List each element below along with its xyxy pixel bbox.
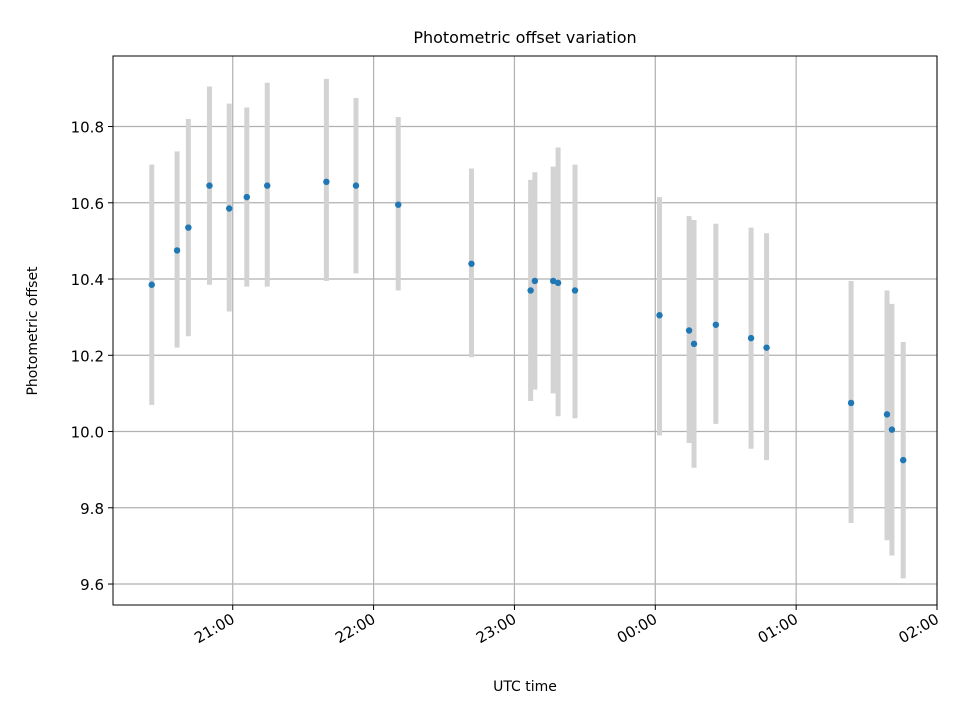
data-point: [173, 247, 181, 254]
error-bars: [149, 78, 906, 579]
data-point: [264, 182, 271, 189]
data-point: [656, 312, 663, 319]
data-point: [888, 426, 896, 433]
x-tick-label: 23:00: [473, 610, 519, 647]
data-point: [148, 281, 155, 288]
x-tick-label: 02:00: [896, 610, 942, 647]
axis-ticks: 9.6 9.8 10.0 10.2 10.4 10.6 10.8 21:00 22:00 23:0…: [71, 119, 942, 648]
x-axis-label: UTC time: [493, 679, 557, 695]
y-tick-label: 10.2: [71, 347, 104, 365]
data-point: [883, 411, 891, 418]
y-tick-label: 10.4: [71, 271, 104, 289]
x-tick-label: 21:00: [191, 610, 237, 647]
y-tick-label: 10.6: [71, 195, 104, 213]
data-point: [690, 340, 698, 348]
chart-title: Photometric offset variation: [413, 28, 636, 47]
x-tick-label: 22:00: [332, 610, 378, 647]
y-tick-label: 9.6: [80, 576, 104, 594]
data-point: [747, 334, 755, 342]
data-point: [685, 327, 693, 334]
data-point: [243, 193, 251, 201]
data-point: [571, 287, 579, 294]
data-point: [206, 182, 213, 189]
data-point: [549, 277, 557, 285]
data-point: [763, 344, 770, 351]
grid-lines: [113, 56, 938, 605]
data-point: [185, 224, 192, 231]
y-axis-label: Photometric offset: [25, 266, 41, 396]
data-point: [712, 321, 720, 328]
data-point: [323, 178, 330, 186]
y-tick-label: 9.8: [80, 500, 104, 518]
data-point: [554, 279, 562, 287]
x-tick-label: 00:00: [614, 610, 660, 647]
data-point: [847, 399, 855, 407]
data-points: [148, 178, 907, 464]
y-tick-label: 10.8: [71, 119, 104, 137]
data-point: [468, 260, 475, 267]
x-tick-label: 01:00: [755, 610, 801, 647]
data-point: [352, 182, 360, 189]
data-point: [899, 456, 907, 464]
y-tick-label: 10.0: [71, 424, 104, 442]
axes-frame: [112, 55, 938, 606]
data-point: [226, 205, 233, 212]
data-point: [527, 287, 534, 294]
data-point: [395, 201, 402, 208]
data-point: [531, 277, 539, 285]
